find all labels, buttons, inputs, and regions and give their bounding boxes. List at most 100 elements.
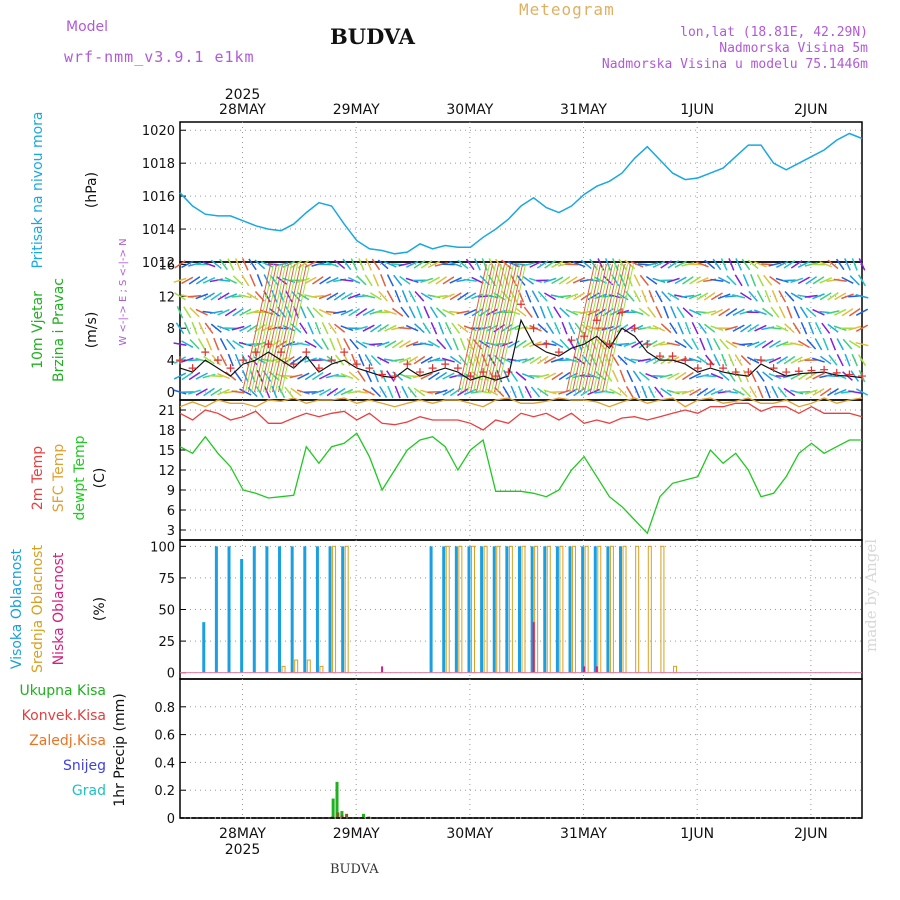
wind-barb bbox=[858, 258, 866, 271]
wind-barb bbox=[348, 308, 361, 317]
wind-barb bbox=[834, 292, 847, 301]
wind-barb bbox=[502, 386, 511, 398]
wind-barb bbox=[652, 341, 666, 348]
wind-barb bbox=[645, 356, 658, 364]
wind-barb bbox=[689, 388, 702, 396]
wind-barb bbox=[756, 274, 765, 287]
wind-barb bbox=[641, 385, 648, 399]
wind-hatch bbox=[466, 264, 496, 393]
wind-barb bbox=[740, 292, 752, 301]
wind-barb bbox=[728, 353, 735, 367]
wind-barb bbox=[589, 353, 598, 367]
wind-barb bbox=[241, 274, 250, 287]
cloud-bar-high bbox=[341, 546, 345, 673]
wind-barb bbox=[645, 372, 658, 380]
wind-barb bbox=[537, 290, 548, 302]
wind-barb bbox=[239, 308, 252, 317]
wind-barb bbox=[669, 322, 678, 335]
wind-barb bbox=[326, 276, 339, 284]
wind-barb bbox=[442, 388, 455, 396]
wind-barb bbox=[725, 308, 738, 317]
precip-bar bbox=[340, 815, 344, 818]
wind-barb bbox=[521, 372, 535, 380]
wind-barb bbox=[210, 387, 223, 397]
wind-gust-marker bbox=[378, 370, 387, 379]
temp-axis-unit: (C) bbox=[92, 468, 108, 489]
wind-hatch bbox=[595, 264, 625, 393]
wind-barb bbox=[256, 369, 264, 383]
wind-barb bbox=[623, 356, 636, 364]
wind-barb bbox=[398, 262, 412, 267]
wind-gust-marker bbox=[289, 360, 298, 369]
wind-barb bbox=[553, 306, 562, 319]
wind-barb bbox=[841, 308, 854, 317]
wind-barb bbox=[195, 357, 209, 363]
wind-barb bbox=[377, 324, 390, 333]
wind-hatch bbox=[589, 264, 619, 393]
wind-barb bbox=[820, 355, 832, 365]
wind-barb bbox=[857, 354, 867, 367]
wind-gust-marker bbox=[213, 356, 222, 365]
wind-barb bbox=[438, 321, 445, 335]
wind-barb bbox=[420, 389, 434, 395]
wind-gust-marker bbox=[302, 348, 311, 357]
wind-barb bbox=[234, 258, 242, 271]
wind-barb bbox=[797, 260, 811, 268]
wind-barb bbox=[666, 389, 680, 395]
wind-barb bbox=[580, 259, 592, 270]
wind-hatch bbox=[496, 264, 526, 393]
x-tick-label-top: 30MAY bbox=[446, 102, 493, 118]
wind-barb bbox=[449, 292, 462, 301]
wind-barb bbox=[531, 306, 540, 319]
wind-barb bbox=[441, 357, 455, 363]
wind-barb bbox=[757, 385, 764, 399]
wind-barb bbox=[667, 260, 680, 269]
wind-barb bbox=[841, 293, 854, 300]
wind-barb bbox=[457, 323, 469, 333]
cloud-bar-high bbox=[543, 546, 547, 673]
wind-barb bbox=[401, 385, 409, 399]
wind-barb bbox=[641, 289, 648, 303]
panel-frame-pressure bbox=[179, 121, 863, 263]
wind-barb bbox=[202, 261, 216, 268]
wind-gust-marker bbox=[365, 364, 374, 373]
wind-barb bbox=[710, 278, 724, 283]
wind-barb bbox=[654, 290, 663, 303]
wind-barb bbox=[364, 274, 373, 287]
wind-barb bbox=[370, 386, 382, 398]
wind-barb bbox=[740, 386, 751, 398]
wind-barb bbox=[420, 342, 434, 347]
wind-barbs-layer bbox=[173, 258, 869, 399]
x-tick-label-bottom: 29MAY bbox=[333, 826, 380, 842]
wind-barb bbox=[232, 339, 244, 349]
wind-barb bbox=[234, 353, 242, 367]
y-tick-label: 21 bbox=[158, 404, 175, 419]
wind-barb bbox=[776, 355, 789, 365]
wind-hatch bbox=[469, 264, 499, 393]
wind-barb bbox=[734, 354, 743, 367]
wind-hatch bbox=[263, 264, 293, 393]
y-tick-label: 12 bbox=[158, 290, 175, 305]
precip-legend-4: Grad bbox=[72, 783, 106, 799]
wind-barb bbox=[558, 262, 572, 267]
wind-barb bbox=[674, 260, 687, 269]
wind-gust-marker bbox=[580, 332, 589, 341]
cloud-bar-high bbox=[303, 546, 307, 673]
cloud-bar-mid bbox=[534, 545, 539, 674]
cloud-bar-mid bbox=[647, 545, 652, 674]
wind-barb bbox=[312, 371, 324, 381]
wind-barb bbox=[318, 372, 332, 380]
wind-gust-marker bbox=[226, 364, 235, 373]
wind-barb bbox=[217, 308, 230, 316]
wind-barb bbox=[481, 353, 488, 367]
wind-barb bbox=[386, 370, 395, 382]
wind-barb bbox=[442, 276, 455, 285]
wind-barb bbox=[826, 310, 840, 315]
wind-barb bbox=[771, 290, 779, 303]
cloud-bar-high bbox=[480, 546, 484, 673]
wind-barb bbox=[783, 355, 796, 365]
wind-gust-marker bbox=[504, 368, 513, 377]
wind-barb bbox=[619, 274, 626, 287]
wind-barb bbox=[509, 290, 518, 303]
wind-barb bbox=[181, 260, 194, 269]
